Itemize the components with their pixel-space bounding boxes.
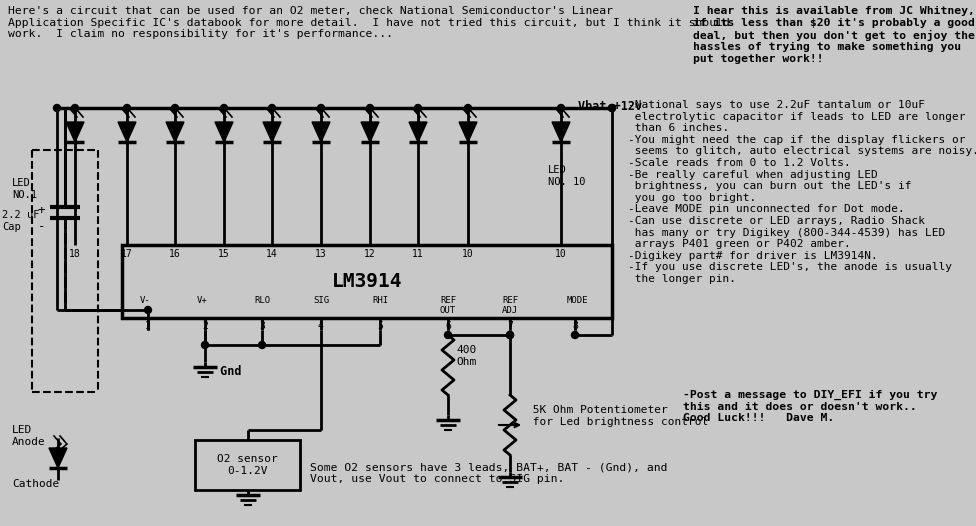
Text: -Post a message to DIY_EFI if you try
        this and it does or doesn't work..: -Post a message to DIY_EFI if you try th…	[628, 390, 937, 423]
Text: LED
Anode: LED Anode	[12, 425, 46, 447]
Text: 400
Ohm: 400 Ohm	[456, 345, 476, 367]
Text: O2 sensor
0-1.2V: O2 sensor 0-1.2V	[217, 454, 278, 476]
Text: V+: V+	[197, 296, 208, 305]
Polygon shape	[552, 122, 570, 142]
Text: ADJ: ADJ	[502, 306, 518, 315]
Polygon shape	[263, 122, 281, 142]
Text: SIG: SIG	[313, 296, 329, 305]
Text: Vbat +12v: Vbat +12v	[578, 100, 642, 113]
Polygon shape	[66, 122, 84, 142]
Circle shape	[465, 105, 471, 112]
Circle shape	[144, 307, 151, 313]
Text: LM3914: LM3914	[332, 272, 402, 291]
Polygon shape	[361, 122, 379, 142]
Polygon shape	[312, 122, 330, 142]
Polygon shape	[459, 122, 477, 142]
Text: 17: 17	[121, 249, 133, 259]
Text: V-: V-	[140, 296, 150, 305]
Circle shape	[367, 105, 374, 112]
Text: 1: 1	[145, 321, 151, 331]
Circle shape	[608, 105, 616, 112]
Text: 8: 8	[572, 321, 578, 331]
Circle shape	[608, 105, 616, 112]
Text: Cathode: Cathode	[12, 479, 60, 489]
Text: 16: 16	[169, 249, 181, 259]
Circle shape	[572, 331, 579, 339]
Text: I hear this is available from JC Whitney,
if its less than $20 it's probably a g: I hear this is available from JC Whitney…	[693, 6, 975, 64]
Text: Here's a circuit that can be used for an O2 meter, check National Semiconductor': Here's a circuit that can be used for an…	[8, 6, 730, 39]
Circle shape	[268, 105, 275, 112]
Circle shape	[557, 105, 564, 112]
Circle shape	[201, 341, 209, 349]
Text: 18: 18	[69, 249, 81, 259]
Text: LED
NO. 10: LED NO. 10	[548, 165, 586, 187]
Bar	[122, 245, 612, 318]
Polygon shape	[49, 448, 67, 468]
Text: Gnd: Gnd	[213, 365, 241, 378]
Polygon shape	[409, 122, 427, 142]
Text: MODE: MODE	[567, 296, 589, 305]
Text: 3: 3	[259, 321, 264, 331]
Text: 10: 10	[555, 249, 567, 259]
Text: 11: 11	[412, 249, 424, 259]
Text: -: -	[38, 220, 46, 233]
Text: -National says to use 2.2uF tantalum or 10uF
 electrolytic capacitor if leads to: -National says to use 2.2uF tantalum or …	[628, 100, 976, 284]
Circle shape	[507, 331, 513, 339]
Circle shape	[172, 105, 179, 112]
Text: 5: 5	[377, 321, 383, 331]
Text: 6: 6	[445, 321, 451, 331]
Polygon shape	[215, 122, 233, 142]
Text: 2.2 uF
Cap: 2.2 uF Cap	[2, 210, 39, 231]
Circle shape	[124, 105, 131, 112]
Text: +: +	[38, 204, 46, 217]
Text: RHI: RHI	[372, 296, 388, 305]
Text: OUT: OUT	[440, 306, 456, 315]
Circle shape	[71, 105, 78, 112]
Circle shape	[507, 331, 513, 339]
Text: 10: 10	[462, 249, 473, 259]
Bar	[195, 440, 300, 490]
Text: 13: 13	[315, 249, 327, 259]
Text: 12: 12	[364, 249, 376, 259]
Circle shape	[54, 105, 61, 112]
Text: REF: REF	[440, 296, 456, 305]
Text: 15: 15	[218, 249, 229, 259]
Polygon shape	[118, 122, 136, 142]
Text: 14: 14	[266, 249, 278, 259]
Text: 2: 2	[202, 321, 208, 331]
Text: 4: 4	[318, 321, 324, 331]
Circle shape	[317, 105, 324, 112]
Text: LED
NO.1: LED NO.1	[12, 178, 37, 199]
Polygon shape	[166, 122, 184, 142]
Text: 5K Ohm Potentiometer
 for Led brightness control: 5K Ohm Potentiometer for Led brightness …	[526, 405, 709, 427]
Text: REF: REF	[502, 296, 518, 305]
Circle shape	[221, 105, 227, 112]
Text: RLO: RLO	[254, 296, 270, 305]
Text: 7: 7	[507, 321, 512, 331]
Circle shape	[444, 331, 452, 339]
Circle shape	[415, 105, 422, 112]
Text: Some O2 sensors have 3 leads, BAT+, BAT - (Gnd), and
Vout, use Vout to connect t: Some O2 sensors have 3 leads, BAT+, BAT …	[310, 462, 668, 483]
Circle shape	[259, 341, 265, 349]
